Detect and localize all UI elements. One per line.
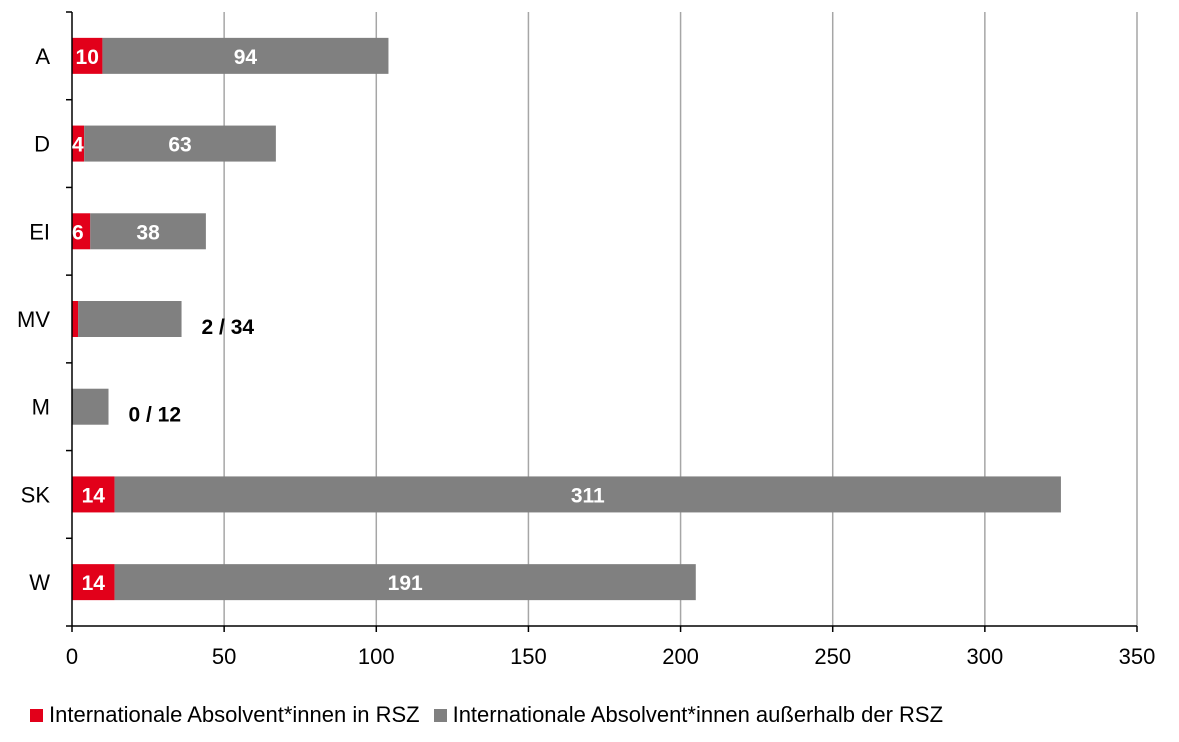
legend-item-outside-rsz: Internationale Absolvent*innen außerhalb…	[433, 702, 944, 728]
legend-label-outside-rsz: Internationale Absolvent*innen außerhalb…	[452, 702, 944, 727]
x-tick-label-350: 350	[1119, 644, 1156, 669]
data-label-D-series-2: 63	[168, 134, 191, 157]
bar-MV-series-1	[72, 301, 79, 337]
x-tick-label-200: 200	[662, 644, 699, 669]
data-label-W-series-1: 14	[82, 572, 106, 595]
axes: 0 50 100 150 200 250 300 350 A D EI MV M SK W	[17, 11, 1156, 669]
x-tick-label-300: 300	[966, 644, 1003, 669]
data-label-D-series-1: 4	[72, 134, 84, 157]
legend-label-in-rsz: Internationale Absolvent*innen in RSZ	[49, 702, 420, 727]
y-tick-label-W: W	[29, 570, 50, 595]
data-label-MV: 2 / 34	[202, 316, 255, 339]
data-label-A-series-2: 94	[234, 46, 258, 69]
y-tick-label-M: M	[32, 395, 50, 420]
legend-swatch-outside-rsz	[433, 708, 447, 722]
x-tick-label-100: 100	[358, 644, 395, 669]
bar-M-series-2	[72, 388, 109, 425]
legend: Internationale Absolvent*innen in RSZ In…	[30, 702, 957, 728]
data-label-EI-series-2: 38	[136, 221, 160, 244]
bars	[72, 37, 1061, 601]
y-tick-label-EI: EI	[29, 219, 50, 244]
data-label-M: 0 / 12	[129, 404, 182, 427]
bar-SK-series-2	[114, 476, 1061, 513]
data-label-EI-series-1: 6	[72, 221, 84, 244]
bar-SK-series-1	[72, 476, 115, 513]
x-tick-label-50: 50	[212, 644, 236, 669]
bar-EI-series-1	[72, 213, 91, 250]
data-labels: 10 94 4 63 6 38 2 / 34 0 / 12 14 311 14 191	[72, 46, 605, 595]
y-tick-label-MV: MV	[17, 307, 50, 332]
bar-A-series-1	[72, 37, 103, 74]
data-label-W-series-2: 191	[388, 572, 423, 595]
data-label-SK-series-2: 311	[571, 484, 605, 507]
x-tick-label-150: 150	[510, 644, 547, 669]
y-tick-label-A: A	[35, 44, 50, 69]
bar-A-series-2	[102, 37, 389, 74]
data-label-SK-series-1: 14	[82, 484, 106, 507]
bar-D-series-2	[84, 125, 276, 162]
legend-item-in-rsz: Internationale Absolvent*innen in RSZ	[30, 702, 420, 728]
y-tick-label-D: D	[34, 132, 50, 157]
bar-EI-series-2	[90, 213, 206, 250]
bar-W-series-1	[72, 564, 115, 601]
bar-MV-series-2	[78, 301, 182, 337]
bar-D-series-1	[72, 125, 85, 162]
data-label-A-series-1: 10	[76, 46, 99, 69]
grid-lines	[223, 12, 1138, 626]
x-tick-label-0: 0	[66, 644, 78, 669]
legend-swatch-in-rsz	[30, 708, 43, 722]
x-tick-label-250: 250	[814, 644, 851, 669]
bar-W-series-2	[114, 564, 696, 601]
y-tick-label-SK: SK	[21, 482, 51, 507]
